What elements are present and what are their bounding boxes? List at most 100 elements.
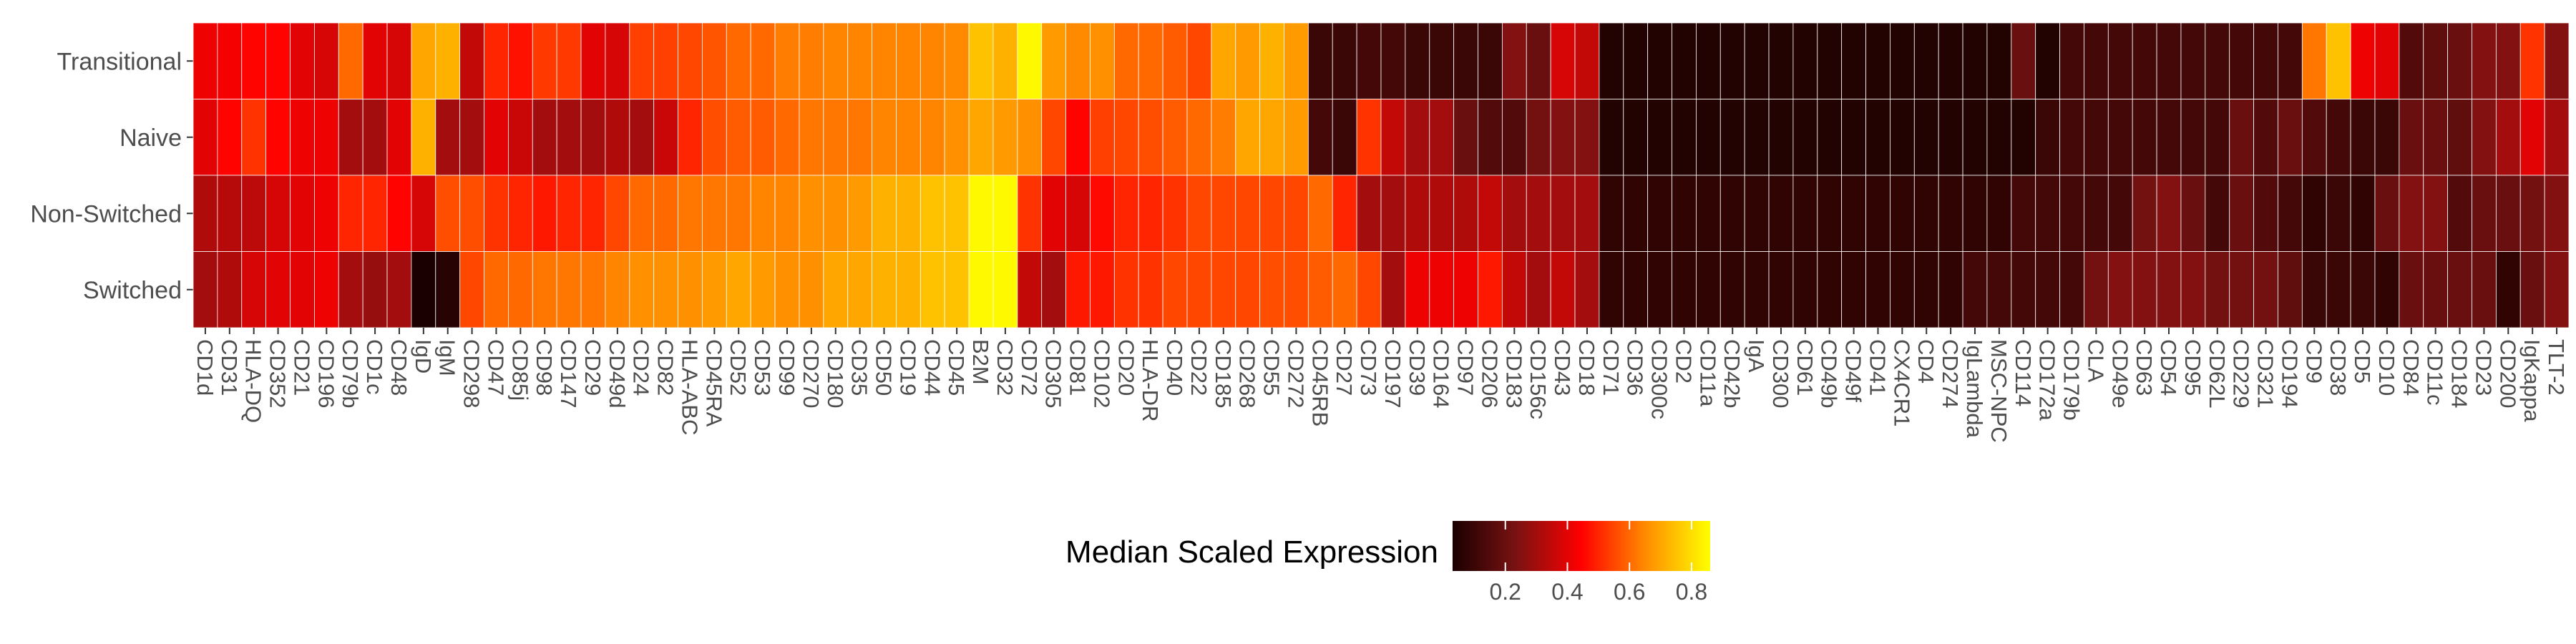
heatmap-cell <box>1768 251 1794 328</box>
heatmap-cell <box>459 175 484 252</box>
heatmap-cell <box>1841 175 1866 252</box>
heatmap-cell <box>896 99 921 176</box>
column-label: CD99 <box>774 339 799 396</box>
heatmap-cell <box>968 22 994 99</box>
heatmap-cell <box>1574 251 1600 328</box>
column-label: MSC-NPC <box>1986 339 2011 443</box>
heatmap-cell <box>1041 175 1066 252</box>
heatmap-cell <box>1744 22 1770 99</box>
heatmap-cell <box>1962 251 1988 328</box>
heatmap-cell <box>1817 22 1843 99</box>
heatmap-cell <box>1113 251 1139 328</box>
heatmap-cell <box>1065 99 1091 176</box>
heatmap-cell <box>1138 99 1163 176</box>
column-label: CD29 <box>580 339 605 396</box>
heatmap-cell <box>2472 99 2497 176</box>
heatmap-cell <box>1284 251 1309 328</box>
heatmap-cell <box>532 22 557 99</box>
heatmap-cell <box>1332 251 1357 328</box>
heatmap-cell <box>823 251 849 328</box>
heatmap-cell <box>2301 22 2327 99</box>
heatmap-cell <box>1065 175 1091 252</box>
heatmap-cell <box>1817 175 1843 252</box>
column-label: CD321 <box>2253 339 2278 409</box>
heatmap-cell <box>799 175 824 252</box>
column-label: CD5 <box>2350 339 2375 384</box>
column-label: CD49f <box>1841 339 1866 402</box>
heatmap-cell <box>1841 22 1866 99</box>
heatmap-cell <box>702 175 727 252</box>
heatmap-cell <box>1962 175 1988 252</box>
heatmap-cell <box>1986 175 2012 252</box>
heatmap-cell <box>1913 99 1939 176</box>
heatmap-cell <box>1574 99 1600 176</box>
heatmap-cell <box>2229 251 2254 328</box>
heatmap-cell <box>2544 251 2570 328</box>
heatmap-cell <box>847 175 872 252</box>
heatmap-cell <box>944 251 970 328</box>
heatmap-cell <box>1865 251 1890 328</box>
heatmap-cell <box>653 99 678 176</box>
heatmap-cell <box>847 251 872 328</box>
column-label: CD1c <box>362 339 387 395</box>
heatmap-cell <box>944 22 970 99</box>
heatmap-cell <box>1017 175 1043 252</box>
heatmap-cell <box>1284 22 1309 99</box>
heatmap-cell <box>1429 175 1455 252</box>
heatmap-cell <box>1356 99 1382 176</box>
heatmap-cell <box>2374 175 2400 252</box>
heatmap-cell <box>556 22 582 99</box>
heatmap-cell <box>1890 99 1915 176</box>
column-label: CD20 <box>1113 339 1138 396</box>
column-label: CD79b <box>338 339 363 409</box>
heatmap-cell <box>2084 175 2109 252</box>
column-label: CD52 <box>726 339 751 396</box>
heatmap-cell <box>1599 251 1624 328</box>
heatmap-cell <box>1284 175 1309 252</box>
column-label: CD82 <box>653 339 678 396</box>
heatmap-cell <box>823 99 849 176</box>
heatmap-cell <box>2399 251 2424 328</box>
column-label: CD10 <box>2374 339 2399 396</box>
heatmap-cell <box>241 22 267 99</box>
column-label: CD305 <box>1041 339 1066 409</box>
heatmap-cell <box>532 251 557 328</box>
heatmap-cell <box>1017 99 1043 176</box>
column-label: CD24 <box>629 339 654 396</box>
heatmap-cell <box>872 99 897 176</box>
heatmap-cell <box>1478 251 1503 328</box>
heatmap-cell <box>799 251 824 328</box>
heatmap-cell <box>2084 99 2109 176</box>
column-label: CD39 <box>1405 339 1430 396</box>
heatmap-cell <box>580 99 606 176</box>
heatmap-cell <box>1453 22 1478 99</box>
heatmap-cell <box>1478 99 1503 176</box>
heatmap-cell <box>2399 175 2424 252</box>
heatmap-cell <box>896 22 921 99</box>
heatmap-cell <box>556 251 582 328</box>
legend-tick-label: 0.6 <box>1614 579 1645 605</box>
heatmap-cell <box>1647 22 1672 99</box>
heatmap-cell <box>484 175 509 252</box>
column-label: CD114 <box>2011 339 2036 406</box>
heatmap-cell <box>532 175 557 252</box>
heatmap-cell <box>1744 99 1770 176</box>
heatmap-cell <box>896 175 921 252</box>
heatmap-cell <box>1405 22 1430 99</box>
heatmap-cell <box>629 22 655 99</box>
column-label: CD9 <box>2301 339 2326 384</box>
heatmap-cell <box>1672 22 1697 99</box>
heatmap-cell <box>1429 22 1455 99</box>
column-label: CD84 <box>2399 339 2424 396</box>
heatmap-cell <box>362 99 388 176</box>
heatmap-cell <box>192 175 218 252</box>
heatmap-cell <box>1380 175 1406 252</box>
column-label: CD1d <box>192 339 218 396</box>
heatmap-cell <box>1307 251 1333 328</box>
heatmap-cell <box>774 251 800 328</box>
heatmap-cell <box>2253 251 2278 328</box>
heatmap-cell <box>313 175 339 252</box>
heatmap-cell <box>1865 22 1890 99</box>
heatmap-cell <box>1792 22 1818 99</box>
